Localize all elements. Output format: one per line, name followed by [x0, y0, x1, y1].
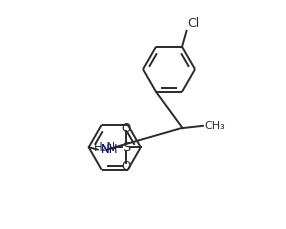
- Text: O: O: [122, 122, 131, 135]
- Text: S: S: [122, 141, 130, 154]
- Text: Cl: Cl: [188, 17, 200, 30]
- Text: H₂N: H₂N: [94, 141, 116, 154]
- Text: O: O: [122, 160, 131, 173]
- Text: CH₃: CH₃: [204, 121, 225, 131]
- Text: NH: NH: [101, 143, 119, 156]
